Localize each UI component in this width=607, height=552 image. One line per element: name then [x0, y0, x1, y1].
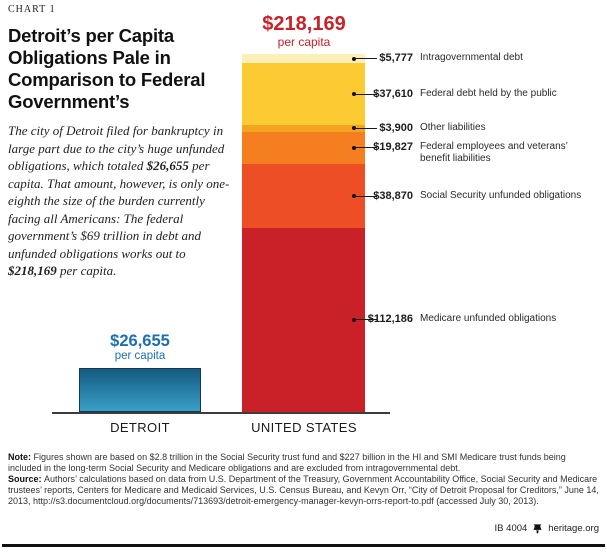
callout-value: $19,827	[373, 141, 413, 154]
intro-text: The city of Detroit filed for bankruptcy…	[8, 122, 232, 280]
us-total-value: $218,169	[262, 13, 346, 35]
callout-label: Social Security unfunded obligations	[420, 189, 582, 201]
callout-leader-line	[354, 195, 377, 197]
us-bar-segment	[242, 131, 365, 165]
us-bar-segment	[242, 164, 365, 228]
callout-label: Other liabilities	[420, 121, 486, 133]
x-axis-line	[52, 412, 390, 414]
callout-leader-line	[354, 127, 377, 129]
footnotes: Note: Figures shown are based on $2.8 tr…	[8, 452, 600, 507]
callout-leader-line	[354, 147, 377, 149]
callout-leader-line	[354, 58, 377, 60]
callout-leader-line	[354, 319, 377, 321]
intro-text-run: per capita. That amount, however, is onl…	[8, 158, 230, 261]
callout-label: Federal employees and veterans’ benefit …	[420, 141, 568, 165]
bottom-rule	[2, 544, 605, 547]
callout-label: Federal debt held by the public	[420, 87, 557, 99]
callout-label: Intragovernmental debt	[420, 52, 523, 64]
callout-label: Medicare unfunded obligations	[420, 313, 557, 325]
intro-text-run: per capita.	[56, 263, 117, 278]
detroit-total-sublabel: per capita	[114, 350, 166, 362]
callout-leader-line	[354, 93, 377, 95]
us-bar-segment	[242, 63, 365, 126]
page-title: Detroit’s per Capita Obligations Pale in…	[8, 25, 206, 113]
us-bar-segment	[242, 125, 365, 132]
us-bar-segment	[242, 54, 365, 64]
footnote: Source: Authors’ calculations based on d…	[8, 474, 599, 506]
callout-value: $112,186	[367, 313, 413, 326]
chart-number-label: CHART 1	[8, 4, 56, 15]
us-total-sublabel: per capita	[277, 35, 331, 49]
intro-text-run: The city of Detroit filed for bankruptcy…	[8, 123, 225, 173]
footer: IB 4004 heritage.org	[495, 523, 599, 534]
footer-report-id: IB 4004	[494, 523, 528, 534]
us-bar-segment	[242, 227, 365, 412]
callout-value: $38,870	[373, 189, 413, 202]
united-states-bar	[242, 54, 365, 412]
intro-bold-amount: $26,655	[146, 158, 189, 173]
detroit-total-value: $26,655	[110, 332, 170, 350]
callout-value: $37,610	[373, 87, 413, 100]
axis-label-detroit: DETROIT	[110, 420, 170, 435]
axis-label-united-states: UNITED STATES	[251, 420, 357, 435]
callout-value: $5,777	[379, 52, 413, 65]
footnote: Note: Figures shown are based on $2.8 tr…	[8, 452, 566, 473]
liberty-bell-icon	[532, 523, 543, 534]
callout-value: $3,900	[379, 121, 413, 134]
intro-bold-amount: $218,169	[8, 263, 57, 278]
detroit-bar	[79, 368, 201, 412]
footer-site: heritage.org	[548, 523, 599, 534]
